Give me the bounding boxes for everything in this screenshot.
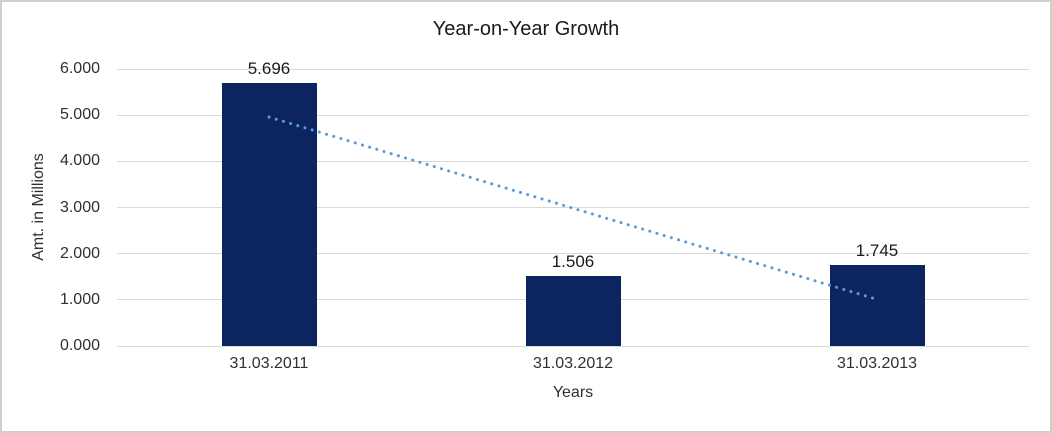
bar	[221, 83, 317, 346]
y-tick-label: 4.000	[59, 152, 100, 170]
gridline	[117, 160, 1029, 162]
bar-value-label: 5.696	[247, 59, 291, 79]
y-tick-label: 6.000	[59, 60, 100, 77]
gridline	[117, 68, 1029, 70]
y-tick-label: 2.000	[59, 244, 100, 262]
gridline	[117, 345, 1029, 347]
bar-value-label: 1.745	[855, 241, 899, 261]
chart-title: Year-on-Year Growth	[432, 18, 620, 40]
y-tick-label: 1.000	[59, 290, 100, 308]
x-tick-label: 31.03.2011	[229, 355, 309, 372]
trendline	[267, 115, 879, 301]
y-tick-label: 0.000	[59, 337, 100, 354]
x-tick-label: 31.03.2013	[836, 355, 918, 372]
gridline	[117, 253, 1029, 255]
bar	[525, 276, 621, 346]
bar	[829, 265, 925, 346]
bar-value-label: 1.506	[551, 252, 595, 272]
plot-area	[117, 68, 1029, 347]
x-tick-label: 31.03.2012	[532, 355, 614, 372]
y-tick-label: 3.000	[59, 198, 100, 216]
y-tick-label: 5.000	[59, 106, 100, 124]
gridline	[117, 207, 1029, 208]
gridline	[117, 114, 1029, 116]
x-axis-title: Years	[552, 384, 594, 401]
